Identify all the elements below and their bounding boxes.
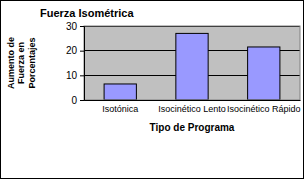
y-tick-label: 0: [71, 95, 77, 106]
x-tick-label: Isocinético Rápido: [227, 104, 301, 114]
chart-frame: [1, 1, 304, 179]
y-tick-mark: [80, 51, 84, 52]
bar: [176, 33, 208, 100]
plot-frame: [84, 26, 300, 100]
y-tick-label: 20: [66, 45, 78, 56]
y-axis-line: [80, 27, 85, 101]
x-axis: Isotónica Isocinético LentoIsocinético Rá…: [85, 101, 301, 115]
y-tick: 0: [71, 95, 84, 106]
chart-container: Fuerza Isométrica 0 10 20 30 Isotónica Isociné…: [0, 0, 304, 179]
x-tick: Isocinético Lento: [158, 104, 226, 114]
y-tick: 30: [66, 21, 84, 32]
y-axis-title-line: Aumento de: [6, 37, 16, 89]
x-axis-line: [85, 100, 301, 101]
y-tick-mark: [80, 100, 84, 101]
x-axis-title: Tipo de Programa: [150, 122, 235, 133]
x-tick-label: Isotónica: [102, 104, 138, 114]
y-axis-title-line: Fuerza en: [16, 42, 26, 84]
y-tick-mark: [80, 26, 84, 27]
y-tick: 10: [66, 70, 84, 81]
y-tick: 20: [66, 45, 84, 56]
y-axis: 0 10 20 30: [66, 21, 85, 106]
chart-svg: Fuerza Isométrica 0 10 20 30 Isotónica Isociné…: [0, 0, 304, 179]
chart-title: Fuerza Isométrica: [40, 7, 134, 19]
bars: [104, 33, 280, 100]
y-axis-title: Aumento deFuerza enPorcentajes: [6, 37, 37, 89]
x-tick: Isotónica: [102, 104, 138, 114]
y-tick-label: 30: [66, 21, 78, 32]
x-tick: Isocinético Rápido: [227, 104, 301, 114]
grid: [84, 26, 300, 100]
y-tick-mark: [80, 75, 84, 76]
y-tick-label: 10: [66, 70, 78, 81]
x-tick-label: Isocinético Lento: [158, 104, 226, 114]
y-axis-title-line: Porcentajes: [27, 37, 37, 88]
plot-background: [84, 26, 300, 100]
bar: [248, 47, 280, 100]
bar: [104, 84, 136, 100]
